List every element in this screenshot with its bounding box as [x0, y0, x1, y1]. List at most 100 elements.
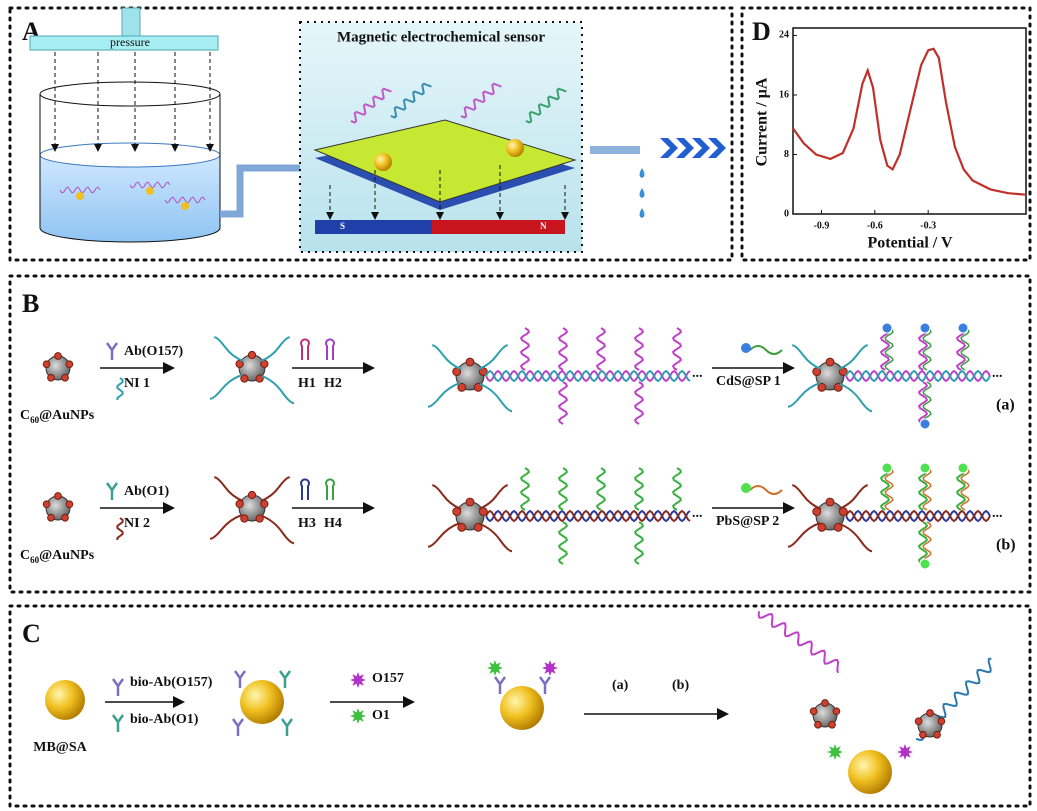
gold-dot — [915, 718, 922, 725]
y-tick-label: 8 — [784, 149, 789, 160]
target-antigen — [827, 744, 843, 760]
gold-dot — [829, 721, 836, 728]
gold-dot — [76, 192, 84, 200]
gold-dot — [818, 383, 826, 391]
target-antigen — [487, 660, 503, 676]
gold-dot — [833, 708, 840, 715]
branch — [521, 328, 529, 370]
probe-label: PbS@SP 2 — [716, 514, 779, 529]
strand — [839, 345, 868, 369]
quantum-dot — [882, 463, 892, 473]
panel-label: D — [752, 17, 771, 46]
gold-dot — [62, 514, 69, 521]
quantum-dot — [741, 343, 751, 353]
strand — [210, 515, 242, 539]
cylinder-top — [40, 82, 220, 106]
row-tag: (b) — [996, 537, 1016, 554]
strand — [479, 345, 508, 369]
quantum-dot — [920, 323, 930, 333]
antibody-label: bio-Ab(O1) — [130, 712, 199, 727]
magnet-s-label: S — [340, 221, 345, 231]
magnet-s — [315, 220, 432, 234]
gold-dot — [934, 731, 941, 738]
chevrons — [660, 138, 726, 158]
gold-dot — [48, 374, 55, 381]
probe — [750, 346, 782, 354]
antibody — [280, 671, 290, 688]
antibody — [107, 343, 117, 360]
strand — [432, 485, 461, 509]
branch — [597, 328, 605, 370]
linker-strand — [117, 378, 122, 400]
strand — [214, 337, 243, 361]
strand — [261, 477, 290, 501]
hairpin-label: H1 — [298, 376, 316, 391]
figure: A pressure Magnetic electrochemical sens… — [0, 0, 1037, 811]
antibody — [113, 679, 123, 696]
quantum-dot — [920, 419, 930, 429]
particle-label-part: C — [20, 408, 30, 423]
y-tick-label: 24 — [779, 30, 789, 41]
panel-label: C — [22, 619, 41, 648]
branch — [673, 468, 681, 510]
hairpin-label: H3 — [298, 516, 316, 531]
x-axis-label: Potential / V — [867, 235, 952, 252]
strand — [839, 485, 868, 509]
gold-dot — [818, 523, 826, 531]
antibody — [495, 677, 505, 694]
particle-label-part: @AuNPs — [39, 408, 95, 423]
bead-label: MB@SA — [33, 740, 87, 755]
linker-strand — [117, 518, 122, 540]
magnetic-bead — [45, 680, 85, 720]
particle-label-part: C — [20, 548, 30, 563]
hairpin — [326, 339, 334, 360]
gold-dot — [248, 491, 255, 498]
strand — [262, 376, 294, 403]
antibody — [107, 483, 117, 500]
gold-dot — [466, 358, 474, 366]
target-label: O157 — [372, 671, 404, 686]
antibody-label: Ab(O1) — [124, 484, 169, 499]
strand — [792, 345, 821, 369]
quantum-dot — [882, 323, 892, 333]
target-label: O1 — [372, 708, 390, 723]
quantum-dot — [741, 483, 751, 493]
panel-b-border — [10, 276, 1030, 592]
strand — [428, 383, 460, 407]
branch — [559, 382, 567, 424]
antibody — [540, 677, 550, 694]
gold-dot — [62, 374, 69, 381]
magnetic-bead — [500, 686, 544, 730]
hairpin — [301, 479, 309, 500]
sensor-title: Magnetic electrochemical sensor — [337, 29, 545, 45]
gold-dot — [826, 498, 834, 506]
particle-label: C60@AuNPs — [20, 408, 95, 425]
antibody-label: Ab(O157) — [124, 344, 183, 359]
row-tag: (a) — [996, 397, 1015, 414]
gold-dot — [43, 501, 50, 508]
antibody-label: bio-Ab(O157) — [130, 675, 213, 690]
gold-dot — [181, 202, 189, 210]
antibody — [235, 671, 245, 688]
quantum-dot — [920, 559, 930, 569]
target-antigen — [542, 660, 558, 676]
ellipsis: ... — [992, 366, 1003, 381]
quantum-dot — [920, 463, 930, 473]
hairpin — [326, 479, 334, 500]
gold-dot — [822, 700, 829, 707]
magnetic-bead — [848, 750, 892, 794]
gold-dot — [66, 501, 73, 508]
branch — [559, 468, 567, 510]
strand — [261, 337, 290, 361]
strand — [428, 523, 460, 547]
hairpin-label: H2 — [324, 376, 342, 391]
ellipsis: ... — [692, 366, 703, 381]
magnet-n-label: N — [540, 221, 547, 231]
branch — [559, 522, 567, 564]
branch — [635, 382, 643, 424]
quantum-dot — [958, 323, 968, 333]
inlet-pipe — [122, 8, 140, 36]
strand — [480, 384, 512, 411]
antibody — [113, 715, 123, 732]
current-curve — [793, 49, 1026, 195]
